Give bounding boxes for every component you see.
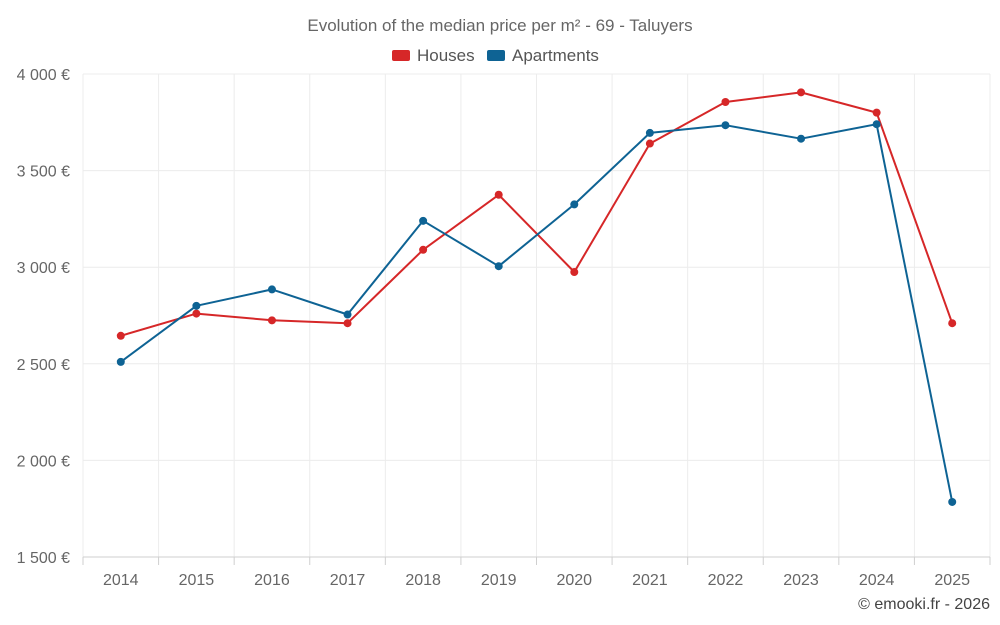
data-point-houses[interactable] xyxy=(721,98,730,107)
data-point-apartments[interactable] xyxy=(343,310,352,319)
y-tick-label: 2 500 € xyxy=(17,357,70,374)
data-point-houses[interactable] xyxy=(645,139,654,148)
credit-text: © emooki.fr - 2026 xyxy=(858,596,990,613)
x-tick-label: 2016 xyxy=(254,572,290,589)
y-tick-label: 1 500 € xyxy=(17,550,70,567)
data-point-apartments[interactable] xyxy=(570,200,579,209)
y-tick-label: 3 000 € xyxy=(17,260,70,277)
y-tick-label: 4 000 € xyxy=(17,67,70,84)
chart-legend: Houses Apartments xyxy=(392,46,599,65)
series-line-apartments xyxy=(120,123,954,503)
data-point-apartments[interactable] xyxy=(116,357,125,366)
data-point-houses[interactable] xyxy=(343,319,352,328)
legend-label-houses[interactable]: Houses xyxy=(417,46,475,65)
grid xyxy=(82,73,991,557)
x-tick-label: 2023 xyxy=(783,572,819,589)
data-point-houses[interactable] xyxy=(570,268,579,277)
data-point-houses[interactable] xyxy=(797,88,806,97)
data-point-houses[interactable] xyxy=(419,245,428,254)
data-point-apartments[interactable] xyxy=(494,262,503,271)
x-tick-label: 2024 xyxy=(859,572,895,589)
x-tick-label: 2022 xyxy=(708,572,744,589)
data-point-houses[interactable] xyxy=(494,190,503,199)
x-tick-label: 2018 xyxy=(405,572,441,589)
data-point-apartments[interactable] xyxy=(797,134,806,143)
axes: 1 500 € 2 000 € 2 500 € 3 000 € 3 500 € 4 000… xyxy=(17,67,991,589)
x-tick-label: 2017 xyxy=(330,572,366,589)
data-point-houses[interactable] xyxy=(116,331,125,340)
data-point-houses[interactable] xyxy=(872,108,881,117)
data-point-apartments[interactable] xyxy=(872,120,881,129)
data-point-apartments[interactable] xyxy=(267,285,276,294)
legend-swatch-houses xyxy=(392,50,410,61)
data-point-apartments[interactable] xyxy=(721,121,730,130)
data-point-houses[interactable] xyxy=(948,319,957,328)
x-tick-label: 2015 xyxy=(179,572,215,589)
data-point-apartments[interactable] xyxy=(948,497,957,506)
y-tick-label: 2 000 € xyxy=(17,453,70,470)
legend-swatch-apartments xyxy=(487,50,505,61)
chart-title: Evolution of the median price per m² - 6… xyxy=(307,16,692,35)
x-tick-label: 2025 xyxy=(934,572,970,589)
data-point-apartments[interactable] xyxy=(192,301,201,310)
x-tick-label: 2020 xyxy=(556,572,592,589)
data-point-apartments[interactable] xyxy=(645,128,654,137)
x-tick-label: 2021 xyxy=(632,572,668,589)
series xyxy=(116,88,957,506)
legend-label-apartments[interactable]: Apartments xyxy=(512,46,599,65)
x-tick-label: 2019 xyxy=(481,572,517,589)
data-point-houses[interactable] xyxy=(192,309,201,318)
x-tick-label: 2014 xyxy=(103,572,139,589)
data-point-apartments[interactable] xyxy=(419,216,428,225)
data-point-houses[interactable] xyxy=(267,316,276,325)
series-line-houses xyxy=(120,91,954,337)
y-tick-label: 3 500 € xyxy=(17,164,70,181)
